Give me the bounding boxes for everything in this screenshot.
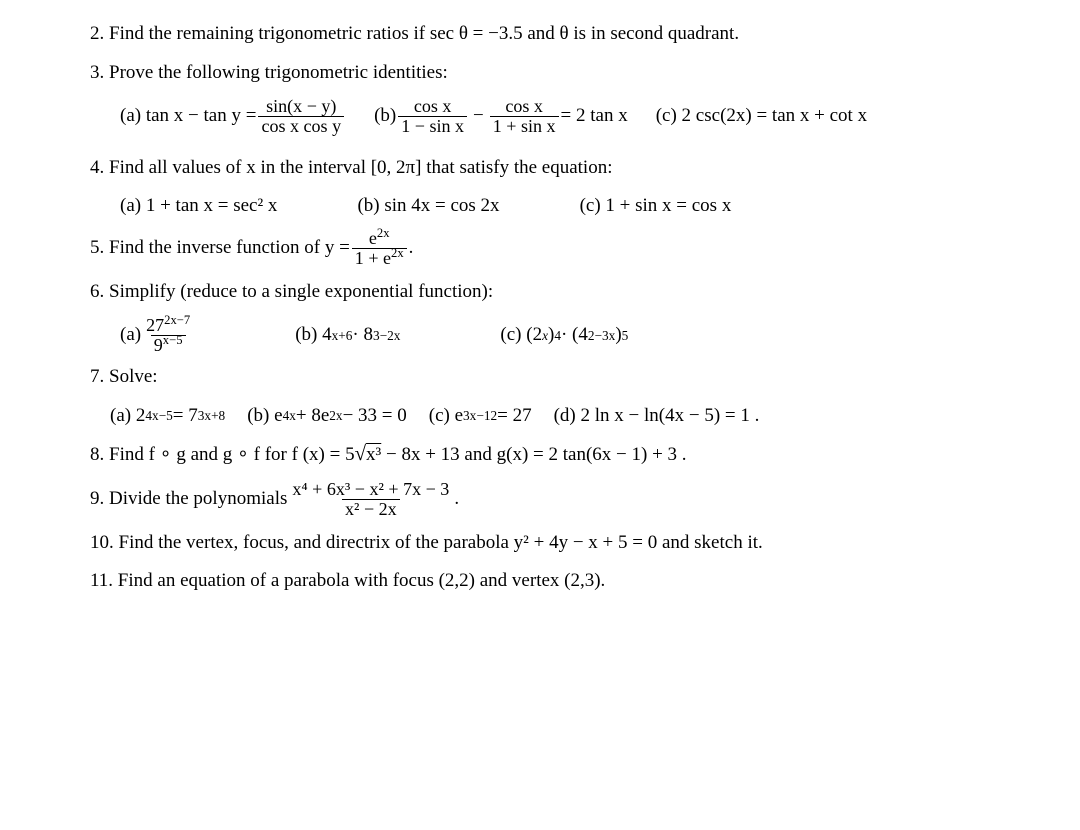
q5-den-exp: 2x (391, 246, 404, 260)
q3b-lead: (b) (374, 102, 396, 131)
q3b-f1d: 1 − sin x (398, 116, 467, 136)
q5-fraction: e2x 1 + e2x (352, 229, 407, 268)
q3-opt-a: (a) tan x − tan y = sin(x − y) cos x cos… (120, 97, 346, 136)
q9-lead: 9. Divide the polynomials (90, 485, 287, 514)
q6a-lead: (a) (120, 321, 141, 350)
q6c-end: ) (615, 321, 621, 350)
q3b-f1n: cos x (411, 97, 455, 116)
q7b-end: − 33 = 0 (343, 402, 407, 431)
question-11: 11. Find an equation of a parabola with … (90, 567, 990, 596)
q3a-fraction: sin(x − y) cos x cos y (258, 97, 344, 136)
q7a-base1: (a) 2 (110, 402, 145, 431)
q5-num-exp: 2x (377, 226, 390, 240)
document-page: 2. Find the remaining trigonometric rati… (0, 0, 1080, 626)
q9-fraction: x⁴ + 6x³ − x² + 7x − 3 x² − 2x (289, 480, 452, 519)
question-7-options: (a) 24x−5 = 73x+8 (b) e4x + 8e2x − 33 = … (90, 402, 990, 431)
q7b-base1: (b) e (247, 402, 282, 431)
q5-num: e2x (366, 229, 393, 248)
q6c-p1: (c) (2 (500, 321, 542, 350)
question-9: 9. Divide the polynomials x⁴ + 6x³ − x² … (90, 480, 990, 519)
question-4: 4. Find all values of x in the interval … (90, 154, 990, 183)
q5-tail: . (409, 234, 414, 263)
q6a-num-base: 27 (146, 315, 164, 335)
q6-opt-c: (c) (2x)4 · (42−3x)5 (500, 321, 628, 350)
q6a-den-exp: x−5 (163, 333, 183, 347)
q7-opt-c: (c) e3x−12 = 27 (429, 402, 532, 431)
question-8: 8. Find f ∘ g and g ∘ f for f (x) = 5√x³… (90, 438, 990, 470)
q3-opt-c: (c) 2 csc(2x) = tan x + cot x (656, 102, 867, 131)
q9-den: x² − 2x (342, 499, 400, 519)
question-10: 10. Find the vertex, focus, and directri… (90, 529, 990, 558)
q3a-den: cos x cos y (258, 116, 344, 136)
q6a-den-base: 9 (154, 335, 163, 355)
question-7: 7. Solve: (90, 363, 990, 392)
q3b-frac2: cos x 1 + sin x (490, 97, 559, 136)
q4-opt-c: (c) 1 + sin x = cos x (580, 192, 732, 221)
q3a-lead: (a) tan x − tan y = (120, 102, 256, 131)
question-2: 2. Find the remaining trigonometric rati… (90, 20, 990, 49)
q6b-mid: · 8 (352, 321, 373, 350)
q8-mid: − 8x + 13 and g(x) = 2 tan(6x − 1) + 3 . (381, 444, 686, 465)
q9-tail: . (454, 485, 459, 514)
q4-opt-a: (a) 1 + tan x = sec² x (120, 192, 277, 221)
q3a-num: sin(x − y) (263, 97, 339, 116)
q8-lead: 8. Find f ∘ g and g ∘ f for f (x) = 5 (90, 444, 355, 465)
q5-num-base: e (369, 228, 377, 248)
q6c-mid2: · (4 (561, 321, 588, 350)
q6-opt-a: (a) 272x−7 9x−5 (120, 316, 195, 355)
q6a-fraction: 272x−7 9x−5 (143, 316, 193, 355)
q7c-end: = 27 (497, 402, 531, 431)
q6b-base1: (b) 4 (295, 321, 331, 350)
q5-den: 1 + e2x (352, 248, 407, 268)
q7a-mid: = 7 (173, 402, 198, 431)
question-6: 6. Simplify (reduce to a single exponent… (90, 278, 990, 307)
q3-opt-b: (b) cos x 1 − sin x − cos x 1 + sin x = … (374, 97, 628, 136)
q6a-num-exp: 2x−7 (164, 313, 190, 327)
q3b-f2d: 1 + sin x (490, 116, 559, 136)
q7c-base: (c) e (429, 402, 463, 431)
q8-sqrt-arg: x³ (366, 444, 381, 465)
question-3: 3. Prove the following trigonometric ide… (90, 59, 990, 88)
question-4-options: (a) 1 + tan x = sec² x (b) sin 4x = cos … (90, 192, 990, 221)
q9-num: x⁴ + 6x³ − x² + 7x − 3 (289, 480, 452, 499)
q7-opt-b: (b) e4x + 8e2x − 33 = 0 (247, 402, 407, 431)
q6-opt-b: (b) 4x+6 · 83−2x (295, 321, 400, 350)
q5-lead: 5. Find the inverse function of y = (90, 234, 350, 263)
q3b-frac1: cos x 1 − sin x (398, 97, 467, 136)
sqrt-icon: √ (355, 441, 366, 465)
q6a-den: 9x−5 (151, 335, 186, 355)
q7b-mid: + 8e (296, 402, 329, 431)
question-3-options: (a) tan x − tan y = sin(x − y) cos x cos… (90, 97, 990, 136)
q7-opt-a: (a) 24x−5 = 73x+8 (110, 402, 225, 431)
q3b-mid: − (473, 102, 484, 131)
question-5: 5. Find the inverse function of y = e2x … (90, 229, 990, 268)
q3b-eq: = 2 tan x (561, 102, 628, 131)
q4-opt-b: (b) sin 4x = cos 2x (357, 192, 499, 221)
q7-opt-d: (d) 2 ln x − ln(4x − 5) = 1 . (554, 402, 760, 431)
q5-den-base: 1 + e (355, 248, 391, 268)
question-6-options: (a) 272x−7 9x−5 (b) 4x+6 · 83−2x (c) (2x… (90, 316, 990, 355)
q3b-f2n: cos x (502, 97, 546, 116)
